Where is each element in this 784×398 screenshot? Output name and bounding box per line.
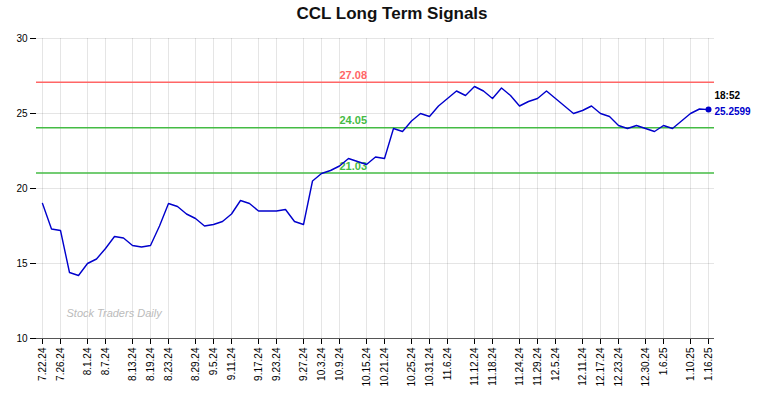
svg-text:8.13.24: 8.13.24 — [127, 347, 138, 381]
svg-text:10.9.24: 10.9.24 — [334, 347, 345, 381]
svg-text:1.16.25: 1.16.25 — [703, 347, 714, 381]
svg-text:7.26.24: 7.26.24 — [55, 347, 66, 381]
html-text:CCL Long Term Signals: CCL Long Term Signals — [296, 4, 488, 23]
svg-text:11.24.24: 11.24.24 — [514, 347, 525, 386]
svg-text:12.17.24: 12.17.24 — [595, 347, 606, 386]
svg-text:8.29.24: 8.29.24 — [190, 347, 201, 381]
svg-text:8.7.24: 8.7.24 — [100, 347, 111, 375]
svg-text:9.11.24: 9.11.24 — [226, 347, 237, 380]
svg-text:10.21.24: 10.21.24 — [379, 347, 390, 386]
svg-text:25: 25 — [16, 108, 28, 119]
svg-text:10.3.24: 10.3.24 — [316, 347, 327, 381]
svg-text:9.27.24: 9.27.24 — [298, 347, 309, 381]
svg-text:10.15.24: 10.15.24 — [361, 347, 372, 386]
svg-text:18:52: 18:52 — [715, 90, 741, 101]
svg-text:8.19.24: 8.19.24 — [145, 347, 156, 381]
svg-text:1.10.25: 1.10.25 — [685, 347, 696, 381]
svg-text:9.17.24: 9.17.24 — [253, 347, 264, 381]
svg-text:25.2599: 25.2599 — [715, 106, 752, 117]
svg-text:9.5.24: 9.5.24 — [208, 347, 219, 375]
svg-text:20: 20 — [16, 183, 28, 194]
svg-text:10.31.24: 10.31.24 — [424, 347, 435, 386]
svg-text:12.11.24: 12.11.24 — [577, 347, 588, 386]
svg-text:10.25.24: 10.25.24 — [406, 347, 417, 386]
svg-text:11.18.24: 11.18.24 — [487, 347, 498, 386]
svg-text:12.5.24: 12.5.24 — [550, 347, 561, 381]
svg-text:11.29.24: 11.29.24 — [532, 347, 543, 386]
svg-text:27.08: 27.08 — [340, 69, 368, 81]
svg-text:12.30.24: 12.30.24 — [640, 347, 651, 386]
svg-text:11.12.24: 11.12.24 — [469, 347, 480, 386]
svg-text:21.03: 21.03 — [340, 160, 368, 172]
svg-text:1.6.25: 1.6.25 — [658, 347, 669, 375]
svg-text:11.6.24: 11.6.24 — [442, 347, 453, 380]
svg-text:30: 30 — [16, 33, 28, 44]
svg-text:15: 15 — [16, 258, 28, 269]
svg-text:10: 10 — [16, 333, 28, 344]
svg-text:8.23.24: 8.23.24 — [163, 347, 174, 381]
svg-text:7.22.24: 7.22.24 — [37, 347, 48, 381]
svg-text:Stock Traders Daily: Stock Traders Daily — [67, 307, 164, 319]
svg-text:9.23.24: 9.23.24 — [271, 347, 282, 381]
svg-text:8.1.24: 8.1.24 — [82, 347, 93, 375]
svg-text:24.05: 24.05 — [340, 114, 368, 126]
svg-text:12.23.24: 12.23.24 — [613, 347, 624, 386]
